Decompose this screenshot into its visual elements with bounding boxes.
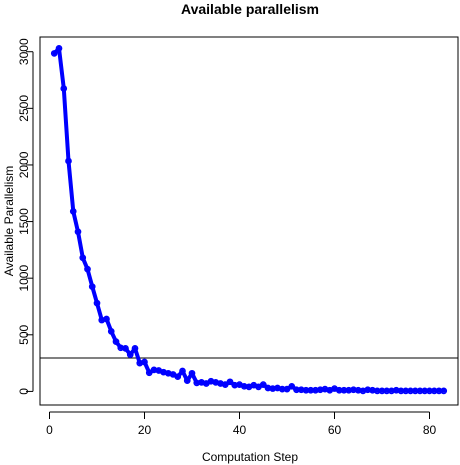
data-point: [145, 369, 153, 377]
data-point: [79, 254, 87, 262]
plot-frame: [39, 36, 459, 406]
x-axis-label: Computation Step: [202, 450, 298, 464]
data-point: [103, 315, 110, 323]
x-axis: 0 20 40 60 80: [46, 411, 437, 437]
data-point: [174, 373, 182, 381]
data-point: [69, 208, 77, 215]
data-point: [122, 345, 129, 352]
data-point: [84, 265, 91, 273]
y-tick-label: 2500: [17, 95, 31, 122]
data-point: [288, 382, 296, 390]
x-tick-label: 0: [46, 423, 53, 437]
series-line: [52, 46, 446, 393]
data-point: [259, 381, 267, 388]
x-tick-label: 80: [423, 423, 437, 437]
data-point: [183, 377, 191, 385]
data-point: [221, 381, 229, 388]
y-tick-label: 500: [17, 324, 31, 344]
chart-title: Available parallelism: [181, 1, 319, 17]
data-point: [55, 44, 63, 52]
y-axis-label: Available Parallelism: [2, 166, 16, 277]
x-tick-label: 20: [138, 423, 152, 437]
y-tick-label: 1500: [17, 208, 31, 235]
data-point: [65, 157, 72, 165]
data-point: [60, 85, 68, 92]
data-point: [226, 378, 234, 386]
data-point: [188, 369, 196, 377]
data-points: [50, 44, 448, 395]
y-tick-label: 0: [17, 388, 31, 395]
x-tick-label: 40: [233, 423, 247, 437]
data-point: [440, 387, 448, 395]
y-tick-label: 3000: [17, 38, 31, 65]
data-point: [112, 338, 120, 345]
data-point: [283, 385, 291, 393]
data-point: [131, 345, 139, 352]
y-tick-label: 2000: [17, 151, 31, 178]
data-point: [74, 228, 82, 236]
data-point: [50, 50, 58, 57]
data-point: [141, 358, 148, 366]
data-point: [88, 283, 96, 291]
data-point: [126, 351, 134, 358]
y-axis: 0 500 1000 1500 2000 2500 3000: [17, 38, 34, 395]
x-tick-label: 60: [328, 423, 342, 437]
data-point: [107, 328, 115, 335]
data-point: [179, 367, 186, 375]
data-point: [93, 299, 101, 307]
y-tick-label: 1000: [17, 265, 31, 292]
